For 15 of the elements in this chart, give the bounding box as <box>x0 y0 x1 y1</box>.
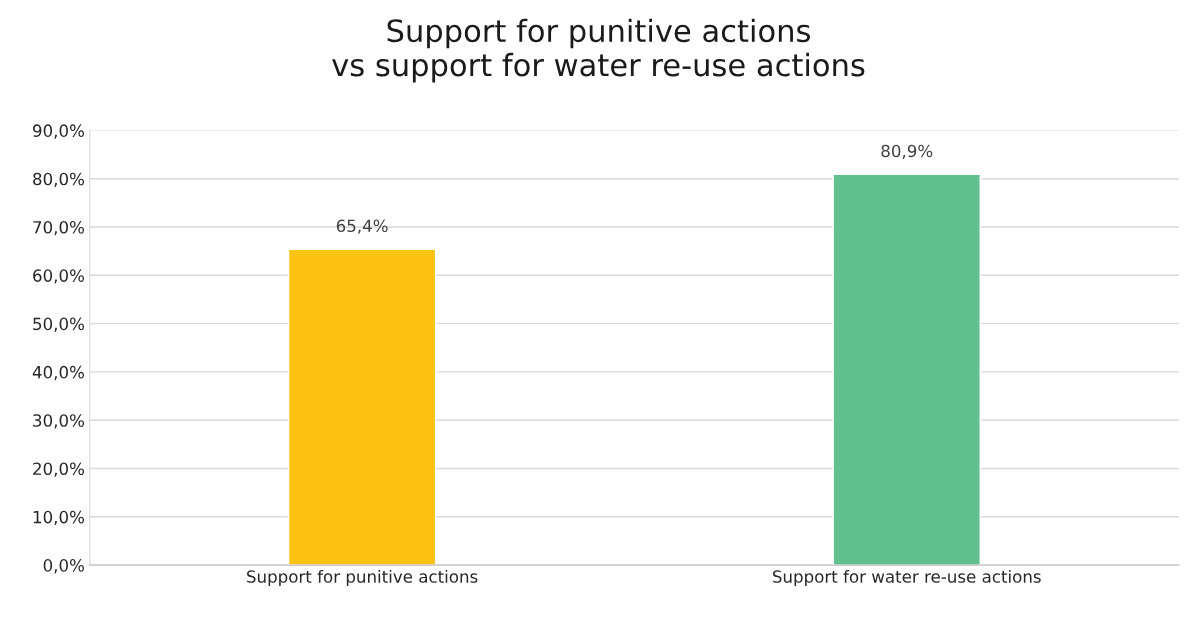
chart-title: Support for punitive actions vs support for water re-use actions <box>332 18 865 83</box>
data-label: 65,4% <box>336 219 388 234</box>
x-tick-label: Support for punitive actions <box>247 569 478 587</box>
y-tick-label: 20,0% <box>33 462 84 477</box>
x-tick-label: Support for water re-use actions <box>772 569 1041 587</box>
data-label: 80,9% <box>881 144 933 159</box>
y-tick-label: 10,0% <box>33 510 84 526</box>
y-tick-label: 30,0% <box>33 414 84 429</box>
y-tick-label: 90,0% <box>33 124 84 139</box>
y-tick-label: 40,0% <box>32 365 84 381</box>
y-tick-label: 70,0% <box>33 220 84 236</box>
y-tick-label: 80,0% <box>33 172 84 187</box>
y-tick-label: 60,0% <box>33 269 84 284</box>
y-tick-label: 50,0% <box>33 317 84 332</box>
y-tick-label: 0,0% <box>43 559 84 574</box>
